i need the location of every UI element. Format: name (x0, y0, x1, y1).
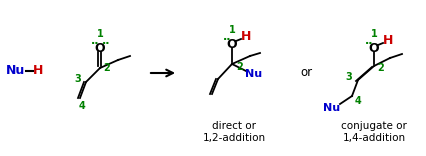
Text: 4: 4 (354, 96, 360, 106)
Text: Nu: Nu (322, 103, 340, 113)
Text: or: or (299, 66, 311, 80)
Text: direct or: direct or (211, 121, 256, 131)
Text: ..: .. (101, 36, 110, 46)
Text: 3: 3 (75, 74, 81, 84)
Text: ..: .. (91, 36, 99, 46)
Text: 2: 2 (236, 62, 243, 72)
Text: ..: .. (222, 32, 231, 42)
Text: O: O (226, 37, 237, 51)
Text: 1,4-addition: 1,4-addition (342, 133, 405, 143)
Text: conjugate or: conjugate or (340, 121, 406, 131)
Text: Nu: Nu (6, 64, 26, 78)
Text: 1: 1 (370, 29, 377, 39)
Text: 1: 1 (228, 25, 235, 35)
Text: 4: 4 (78, 101, 85, 111)
Text: 1: 1 (96, 29, 103, 39)
Text: 3: 3 (345, 72, 351, 82)
Text: ..: .. (364, 36, 372, 46)
Text: 2: 2 (104, 63, 110, 73)
Text: O: O (95, 41, 105, 54)
Text: 1,2-addition: 1,2-addition (202, 133, 265, 143)
Text: Nu: Nu (245, 69, 262, 79)
Text: H: H (33, 64, 43, 78)
Text: H: H (382, 34, 392, 46)
Text: 2: 2 (377, 63, 383, 73)
Text: H: H (240, 29, 250, 42)
Text: O: O (368, 41, 378, 54)
